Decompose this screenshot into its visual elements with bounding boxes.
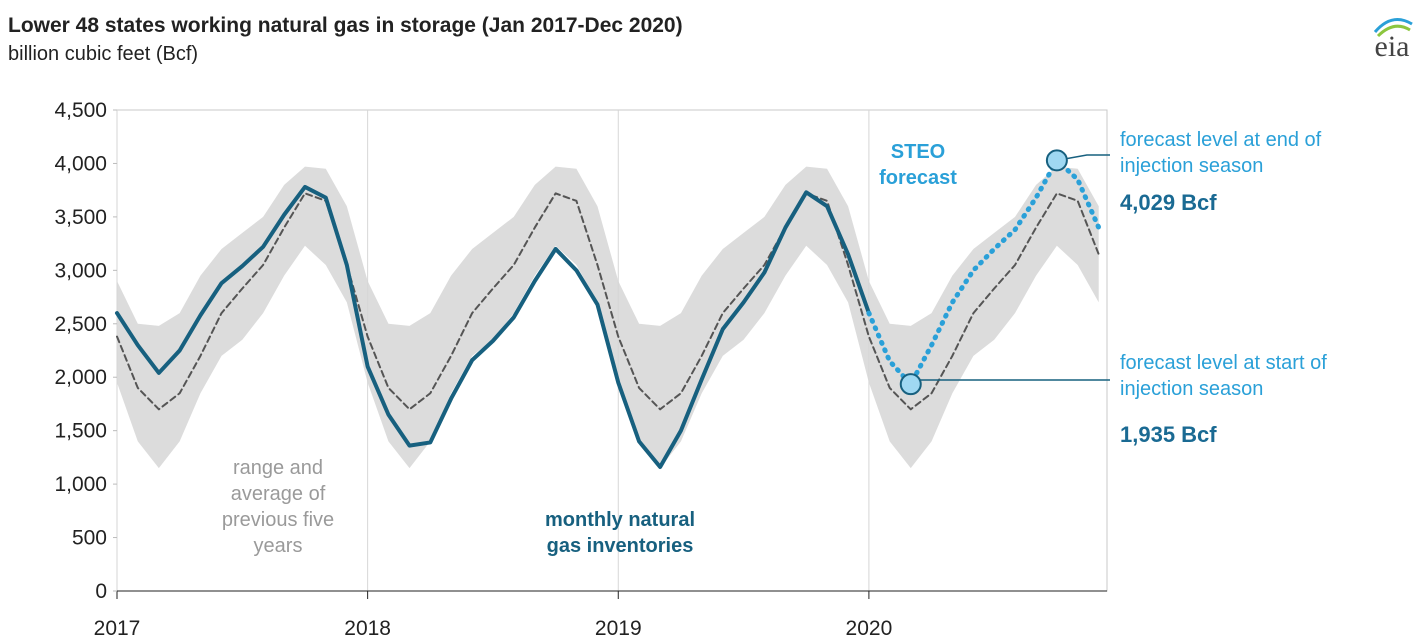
logo-swoosh [1373, 18, 1413, 33]
x-tick-label: 2017 [94, 617, 141, 640]
annotation: injection season [1120, 155, 1263, 177]
logo-swoosh [1376, 24, 1411, 38]
y-tick-label: 4,500 [54, 99, 107, 122]
x-tick-label: 2018 [344, 617, 391, 640]
y-tick-label: 3,500 [54, 206, 107, 229]
annotation: gas inventories [547, 535, 694, 557]
annotation: 4,029 Bcf [1120, 190, 1217, 215]
annotation: previous five [222, 509, 334, 531]
y-tick-label: 500 [72, 527, 107, 550]
annotation: forecast level at end of [1120, 129, 1322, 151]
chart-title: Lower 48 states working natural gas in s… [8, 14, 683, 37]
callout-marker [899, 373, 922, 396]
y-tick-label: 1,000 [54, 473, 107, 496]
series-line [115, 184, 871, 470]
y-tick-label: 1,500 [54, 420, 107, 443]
annotation: STEO [891, 141, 945, 163]
y-tick-label: 2,500 [54, 313, 107, 336]
y-tick-label: 0 [95, 580, 107, 603]
callout-marker [1045, 149, 1068, 172]
annotation: forecast [879, 167, 957, 189]
series-line [116, 192, 1100, 411]
range-band [117, 166, 1099, 469]
x-tick-label: 2019 [595, 617, 642, 640]
annotation: injection season [1120, 378, 1263, 400]
annotation: years [254, 535, 303, 557]
y-tick-label: 3,000 [54, 259, 107, 282]
annotation: monthly natural [545, 509, 695, 531]
annotation: average of [231, 483, 326, 505]
y-tick-label: 4,000 [54, 152, 107, 175]
annotation: 1,935 Bcf [1120, 422, 1217, 447]
y-tick-label: 2,000 [54, 366, 107, 389]
chart-subtitle: billion cubic feet (Bcf) [8, 43, 198, 65]
annotation: range and [233, 457, 323, 479]
x-tick-label: 2020 [846, 617, 893, 640]
annotation: forecast level at start of [1120, 352, 1327, 374]
